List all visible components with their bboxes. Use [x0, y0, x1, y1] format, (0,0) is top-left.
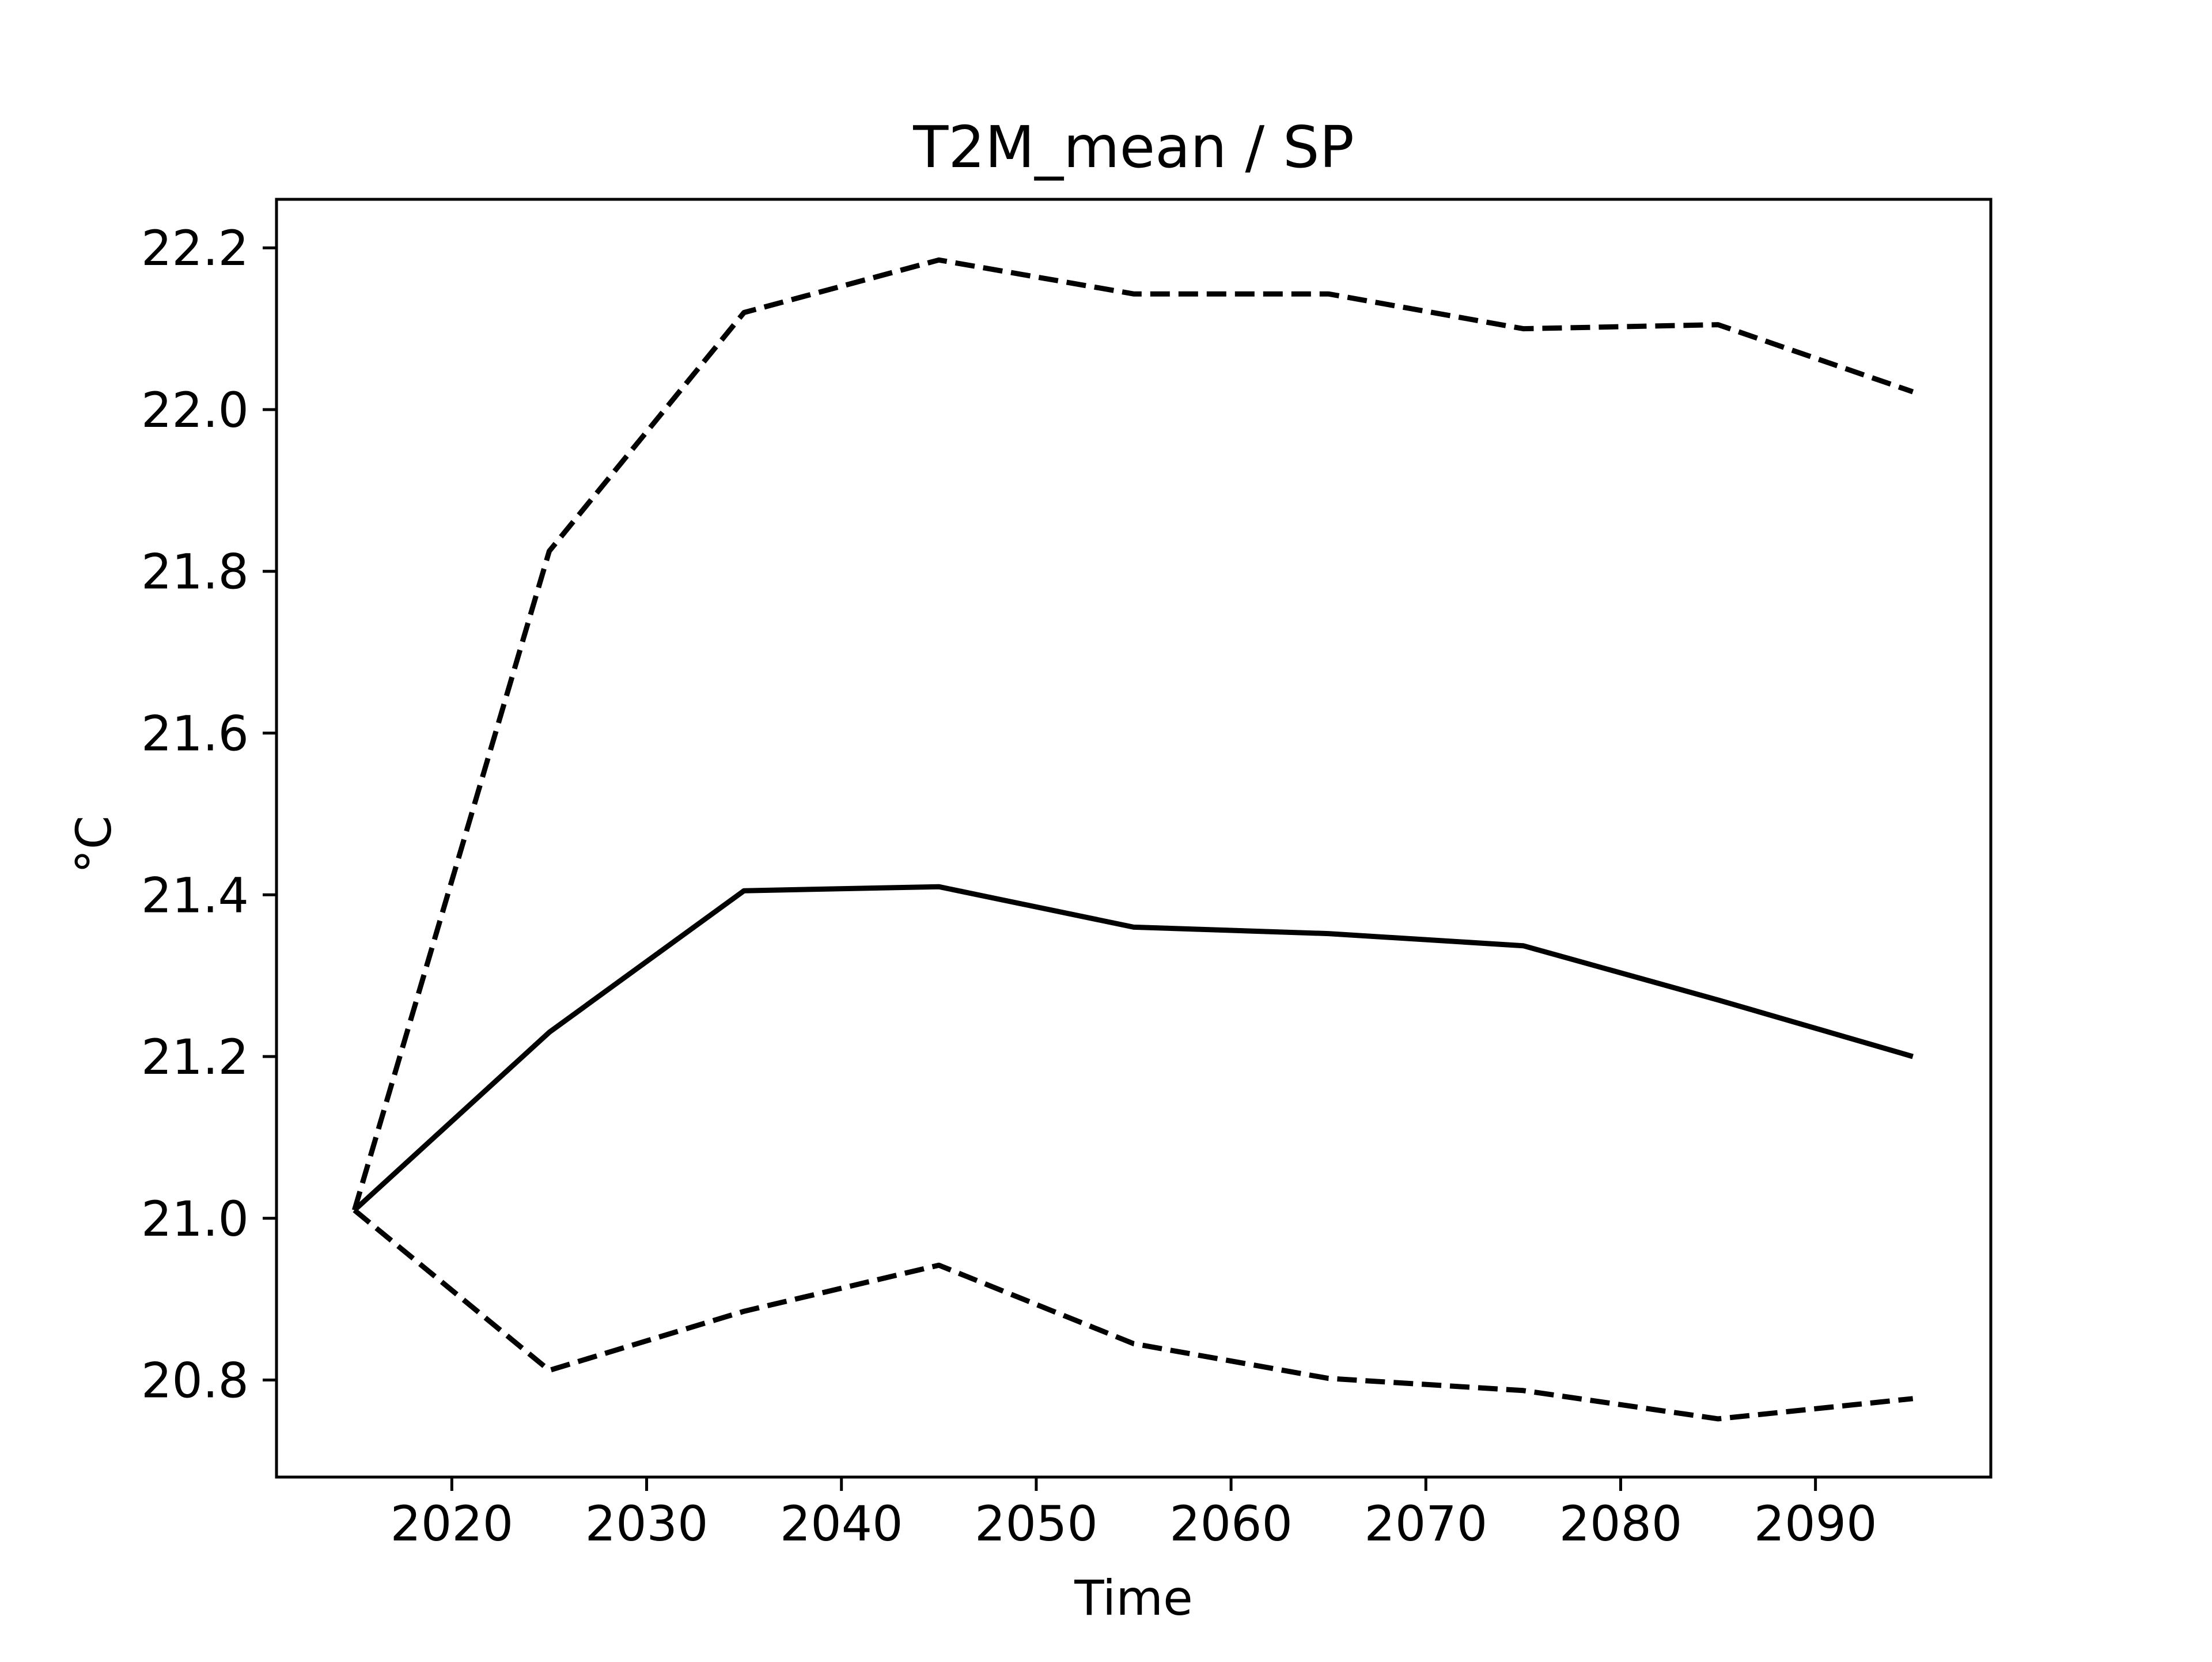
plot-frame	[275, 198, 1993, 1479]
chart-title: T2M_mean / SP	[912, 113, 1354, 181]
y-tick-label: 22.2	[141, 220, 249, 277]
y-tick-label: 21.2	[141, 1029, 249, 1085]
x-tick-label: 2070	[1364, 1496, 1487, 1552]
x-axis-label: Time	[1074, 1570, 1193, 1626]
y-tick-label: 20.8	[141, 1353, 249, 1409]
x-tick-label: 2060	[1169, 1496, 1293, 1552]
x-tick-label: 2020	[390, 1496, 513, 1552]
solid-series-line-0	[353, 884, 1914, 1213]
y-axis-label: °C	[66, 816, 122, 874]
y-tick-label: 21.0	[141, 1191, 249, 1247]
x-tick-label: 2090	[1754, 1496, 1877, 1552]
series-layer	[351, 257, 1914, 1422]
x-tick-label: 2030	[585, 1496, 709, 1552]
y-tick-label: 21.8	[141, 544, 249, 600]
dashed-series-line-2	[353, 1208, 1914, 1422]
dashed-series-line-1	[351, 257, 1914, 1211]
y-tick-label: 21.6	[141, 706, 249, 762]
y-tick-label: 22.0	[141, 382, 249, 438]
x-tick-label: 2080	[1559, 1496, 1683, 1552]
x-axis: 2020 2030 2040 2050 2060 2070 2080 2090	[390, 1477, 1877, 1552]
y-axis: 20.8 21.0 21.2 21.4 21.6 21.8 22.0 22.2	[141, 220, 276, 1409]
x-tick-label: 2050	[975, 1496, 1098, 1552]
y-tick-label: 21.4	[141, 867, 249, 923]
x-tick-label: 2040	[780, 1496, 903, 1552]
